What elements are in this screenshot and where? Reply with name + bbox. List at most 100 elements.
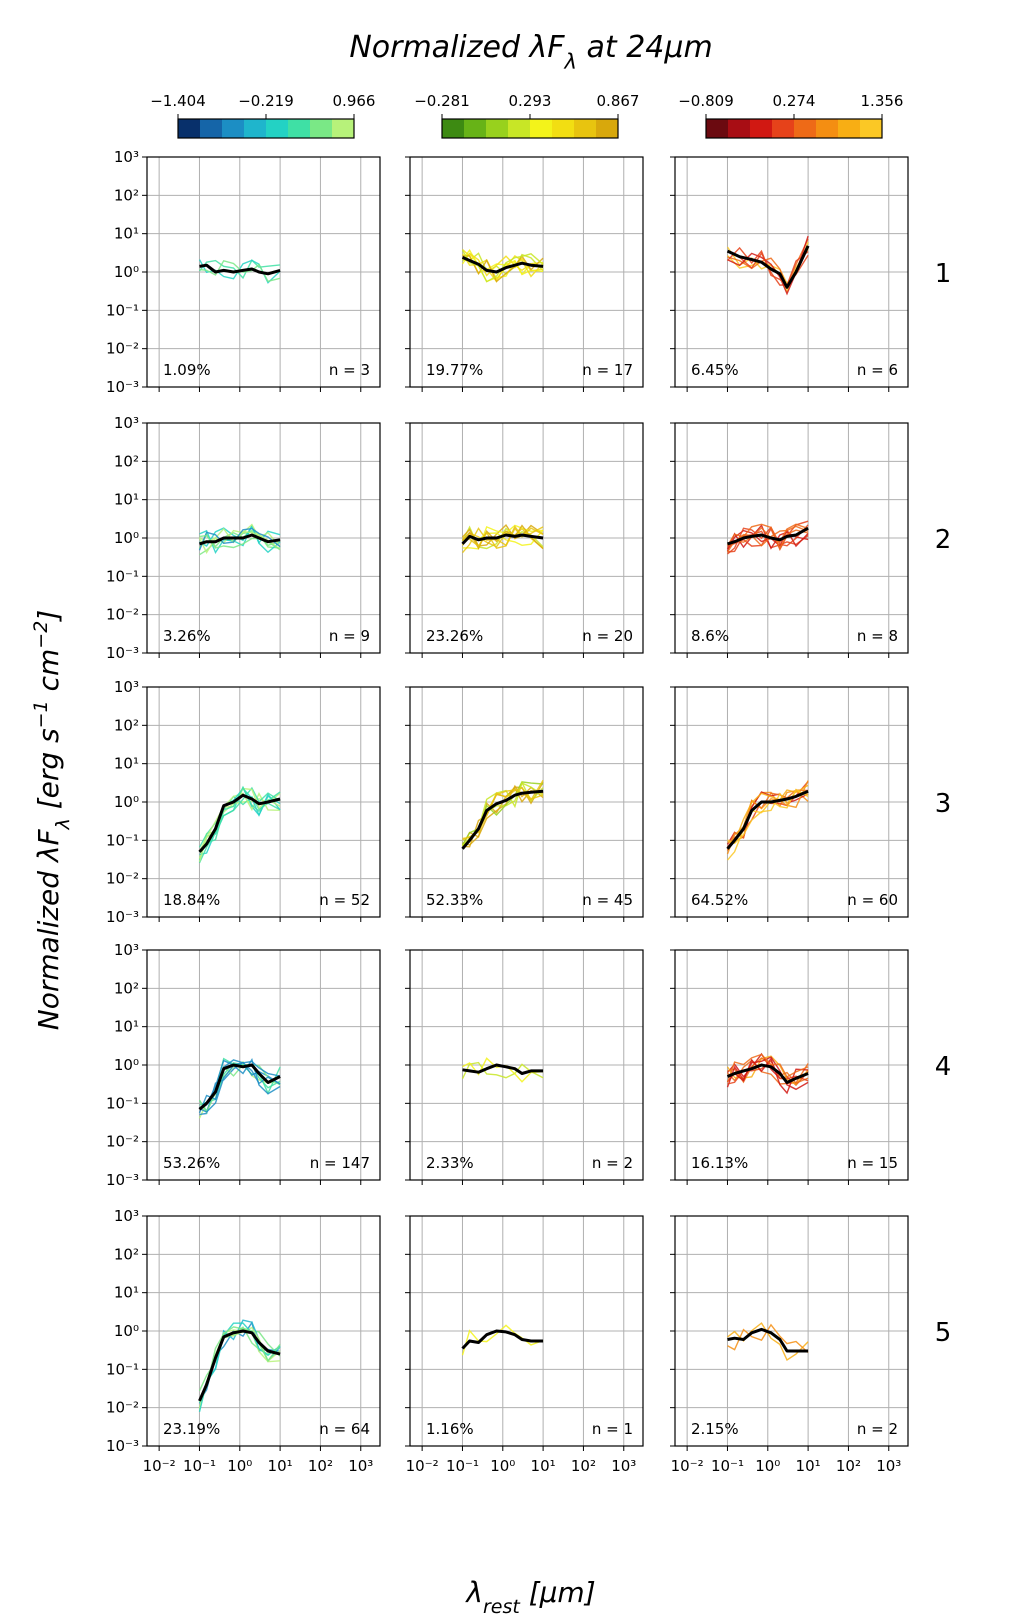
sed-trace	[726, 528, 809, 552]
colorbar-2: −0.281 0.293 0.867	[414, 92, 640, 139]
colorbar-segment	[222, 119, 245, 138]
sed-trace	[726, 523, 809, 551]
ylabel-part: Normalized λF	[32, 828, 65, 1030]
y-tick-label: 10⁻¹	[106, 301, 139, 319]
median-line	[726, 1063, 809, 1084]
x-tick-label: 10²	[308, 1457, 333, 1475]
colorbar-tick-label: 0.293	[509, 92, 552, 110]
colorbar-segment	[596, 119, 619, 138]
ylabel-part: ]	[32, 610, 65, 623]
colorbar-segment	[530, 119, 553, 138]
panel-r5-c2: 10⁻² 10⁻¹ 10⁰ 10¹ 10² 10³ 1.16% n = 1	[405, 1215, 644, 1475]
x-tick-label: 10⁻²	[406, 1457, 439, 1475]
percent-label: 64.52%	[691, 891, 748, 909]
colorbar-segment	[552, 119, 575, 138]
percent-label: 23.19%	[163, 1420, 220, 1438]
median-line	[198, 1329, 281, 1402]
colorbar-segment	[486, 119, 509, 138]
colorbar-1: −1.404 −0.219 0.966	[150, 92, 375, 139]
percent-label: 8.6%	[691, 627, 729, 645]
x-tick-label: 10²	[836, 1457, 861, 1475]
percent-label: 6.45%	[691, 361, 739, 379]
panel-r5-c3: 10⁻² 10⁻¹ 10⁰ 10¹ 10² 10³ 2.15% n = 2	[670, 1215, 909, 1475]
panel-r2-c1: 10⁻³ 10⁻² 10⁻¹ 10⁰ 10¹ 10² 10³ 3.26% n = 9	[106, 414, 381, 662]
sed-trace	[727, 238, 809, 289]
colorbar-segment	[288, 119, 311, 138]
y-tick-label: 10⁻²	[106, 1133, 139, 1151]
y-tick-label: 10³	[114, 1207, 139, 1225]
row-labels: 1 2 3 4 5	[935, 259, 952, 1348]
colorbar-tick-label: 0.274	[773, 92, 816, 110]
panel-r1-c1: 10⁻³ 10⁻² 10⁻¹ 10⁰ 10¹ 10² 10³ 1.09% n = 3	[106, 148, 381, 396]
title-sub: λ	[564, 50, 577, 74]
median-line	[199, 533, 281, 546]
colorbar-tick-label: −0.281	[414, 92, 470, 110]
count-label: n = 147	[310, 1154, 370, 1172]
sed-trace	[461, 1061, 544, 1080]
colorbar-segment	[728, 119, 751, 138]
row-label: 1	[935, 259, 952, 289]
percent-label: 19.77%	[426, 361, 483, 379]
percent-label: 2.33%	[426, 1154, 474, 1172]
colorbar-segment	[310, 119, 333, 138]
title-part: at 24μm	[577, 30, 713, 65]
y-tick-label: 10¹	[114, 225, 139, 243]
x-tick-label: 10⁻¹	[446, 1457, 479, 1475]
y-tick-label: 10⁻³	[106, 1437, 139, 1455]
x-tick-label: 10¹	[531, 1457, 556, 1475]
y-tick-label: 10²	[114, 716, 139, 734]
colorbar-segment	[332, 119, 355, 138]
colorbar-3: −0.809 0.274 1.356	[678, 92, 904, 139]
panel-r1-c3: 6.45% n = 6	[670, 156, 909, 392]
row-label: 2	[935, 525, 952, 555]
sed-trace	[461, 781, 544, 846]
ylabel-sub: λ	[52, 818, 74, 830]
x-tick-label: 10²	[571, 1457, 596, 1475]
x-tick-label: 10⁻¹	[711, 1457, 744, 1475]
count-label: n = 17	[582, 361, 633, 379]
count-label: n = 60	[847, 891, 898, 909]
y-tick-label: 10⁻¹	[106, 1360, 139, 1378]
median-line	[726, 245, 810, 289]
x-axis-label: λrest [μm]	[464, 1576, 595, 1618]
percent-label: 16.13%	[691, 1154, 748, 1172]
x-tick-label: 10³	[611, 1457, 636, 1475]
figure-title: Normalized λFλ at 24μm	[349, 30, 712, 74]
y-tick-label: 10²	[114, 979, 139, 997]
y-tick-label: 10²	[114, 452, 139, 470]
panel-r3-c1: 10⁻³ 10⁻² 10⁻¹ 10⁰ 10¹ 10² 10³ 18.84% n = 52	[106, 678, 381, 926]
sed-trace	[199, 1058, 281, 1113]
y-axis-label: Normalized λFλ [erg s−1 cm−2]	[30, 610, 74, 1030]
y-tick-label: 10⁰	[114, 1056, 139, 1074]
colorbar-segment	[244, 119, 267, 138]
row-label: 4	[935, 1052, 952, 1082]
y-tick-label: 10⁻³	[106, 378, 139, 396]
y-tick-label: 10³	[114, 414, 139, 432]
panel-r4-c3: 16.13% n = 15	[670, 949, 909, 1185]
panel-r2-c3: 8.6% n = 8	[670, 422, 909, 658]
median-line	[461, 533, 544, 545]
colorbar-tick-label: 1.356	[861, 92, 904, 110]
y-tick-label: 10⁻¹	[106, 831, 139, 849]
sed-trace	[462, 524, 544, 550]
count-label: n = 6	[857, 361, 898, 379]
xlabel-part: [μm]	[520, 1576, 596, 1609]
colorbar-segment	[200, 119, 223, 138]
count-label: n = 1	[592, 1420, 633, 1438]
ylabel-sup: −1	[30, 700, 52, 728]
colorbar-tick-label: 0.867	[597, 92, 640, 110]
x-tick-label: 10¹	[796, 1457, 821, 1475]
y-tick-label: 10⁰	[114, 263, 139, 281]
count-label: n = 3	[329, 361, 370, 379]
median-line	[727, 1327, 809, 1353]
median-line	[198, 793, 281, 853]
colorbar-segment	[794, 119, 817, 138]
ylabel-part: cm	[32, 649, 65, 701]
y-tick-label: 10⁻²	[106, 870, 139, 888]
sed-trace	[462, 252, 544, 277]
y-tick-label: 10¹	[114, 1018, 139, 1036]
panel-r4-c1: 10⁻³ 10⁻² 10⁻¹ 10⁰ 10¹ 10² 10³ 53.26% n = 147	[106, 941, 381, 1189]
median-line	[461, 256, 544, 274]
x-tick-label: 10⁰	[490, 1457, 515, 1475]
y-tick-label: 10⁻³	[106, 908, 139, 926]
